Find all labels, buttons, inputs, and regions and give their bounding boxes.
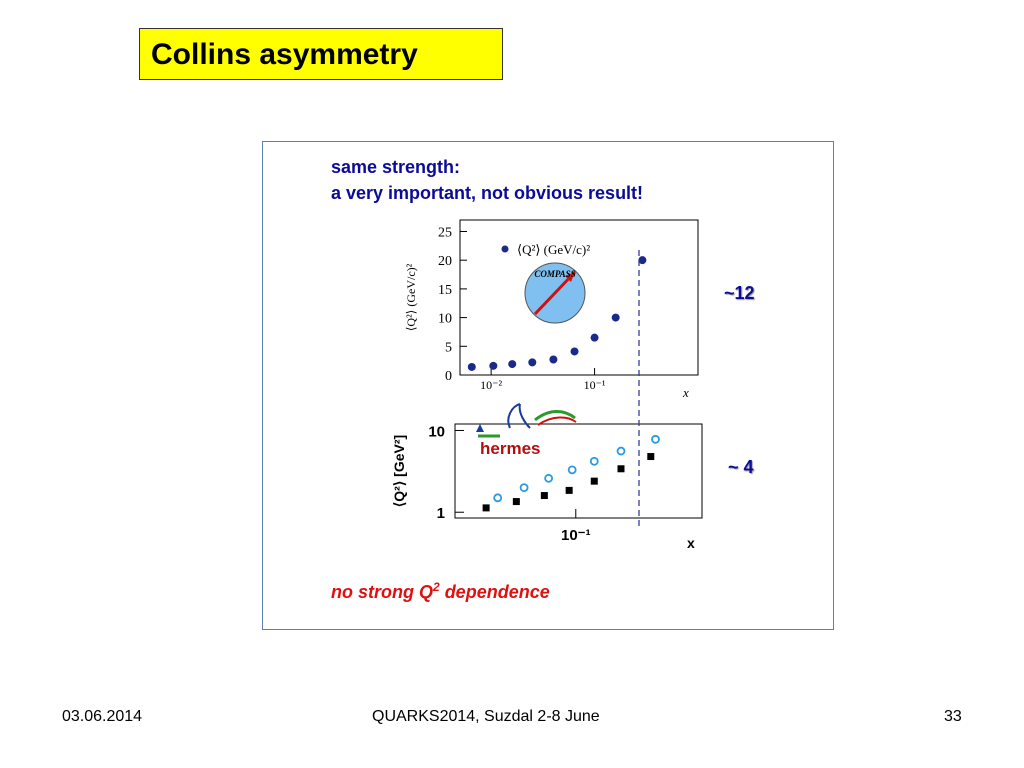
footer-conference: QUARKS2014, Suzdal 2-8 June [372,708,600,725]
compass-logo: COMPASS [524,262,586,324]
red-note-suffix: dependence [439,582,550,602]
compass-y-tick-label: 15 [438,283,452,298]
dashed-separator-line [638,250,640,528]
figure-frame [262,141,834,630]
hermes-q2-label: ~ 4 [728,457,754,477]
compass-legend: ⟨Q²⟩ (GeV/c)² [501,242,590,257]
compass-q2-label: ~12 [724,283,755,303]
red-note-sup: 2 [433,580,440,594]
hermes-open-circle-point [616,446,626,456]
compass-data-point [508,360,517,369]
compass-data-point [590,333,599,342]
hermes-open-circle-point [519,483,529,493]
hermes-filled-square-point [482,504,490,512]
hermes-filled-square-point [617,465,625,473]
compass-data-point [570,347,579,356]
note-line-1: same strength: [331,157,461,177]
hermes-chart: 1 10 10⁻¹ x ⟨Q²⟩ [GeV²] hermes [391,403,703,551]
footer-page-number: 33 [944,708,962,725]
hermes-open-circle-point [589,456,599,466]
hermes-y-tick-label: 1 [437,505,445,522]
compass-y-tick-label: 10 [438,312,452,327]
compass-x-tick-label: 10⁻¹ [584,378,606,392]
compass-plot-frame [459,219,699,376]
compass-y-axis-label: ⟨Q²⟩ (GeV/c)² [404,263,418,331]
compass-y-tick-label: 20 [438,254,452,269]
hermes-open-circle-point [544,473,554,483]
compass-legend-label: ⟨Q²⟩ (GeV/c)² [517,242,590,257]
compass-data-point [638,256,647,265]
red-note-prefix: no strong Q [331,582,433,602]
compass-y-tick-label: 5 [445,340,452,355]
hermes-x-axis-label: x [687,535,695,551]
hermes-y-tick-label: 10 [428,423,445,440]
compass-logo-text: COMPASS [534,269,575,279]
compass-x-axis-label: x [682,385,689,400]
footer-date: 03.06.2014 [62,708,143,725]
hermes-open-circle-point [493,493,503,503]
title-box: Collins asymmetry [139,28,503,80]
compass-y-tick-label: 25 [438,225,452,240]
compass-data-point [611,313,620,322]
hermes-logo: hermes [476,403,577,458]
compass-chart: 0 5 10 15 20 25 10⁻² 10⁻¹ x ⟨Q²⟩ (GeV/c)² ⟨Q²⟩ (G… [404,219,699,400]
compass-y-tick-label: 0 [445,369,452,384]
hermes-open-circle-point [567,465,577,475]
hermes-logo-text: hermes [480,439,540,458]
compass-data-point [467,362,476,371]
compass-data-point [528,358,537,367]
compass-x-tick-label: 10⁻² [480,378,502,392]
hermes-filled-square-point [647,453,655,461]
compass-data-point [489,361,498,370]
hermes-filled-square-point [565,486,573,494]
hermes-filled-square-point [590,477,598,485]
compass-data-point [549,355,558,364]
hermes-open-circle-point [651,434,660,444]
hermes-y-axis-label: ⟨Q²⟩ [GeV²] [391,435,407,507]
hermes-filled-square-point [540,492,548,500]
hermes-x-tick-label: 10⁻¹ [561,527,591,544]
hermes-filled-square-point [512,498,520,506]
slide-title: Collins asymmetry [151,38,418,71]
q2-dependence-note: no strong Q2 dependence [331,580,550,603]
note-line-2: a very important, not obvious result! [331,183,644,203]
hermes-plot-frame [454,423,703,519]
